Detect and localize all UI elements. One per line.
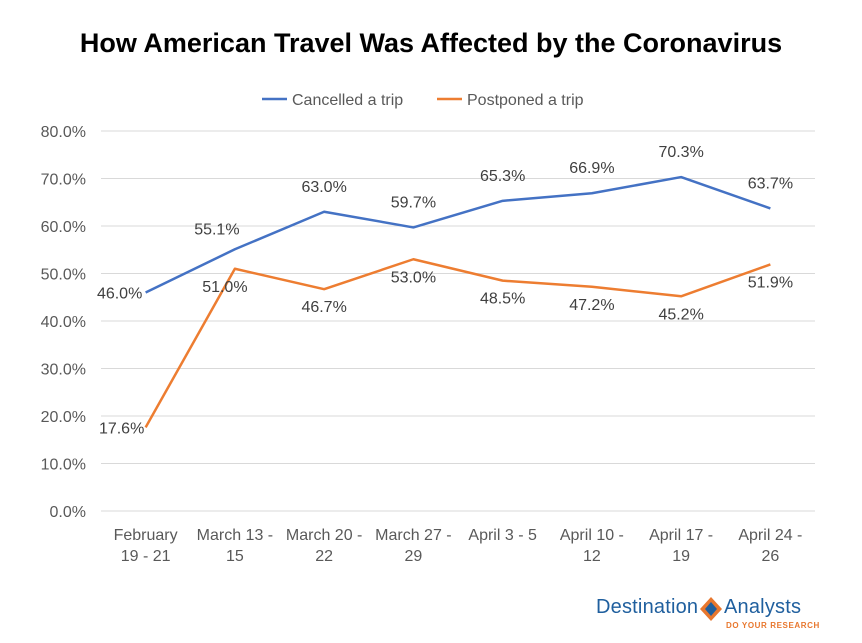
y-tick-label: 80.0% <box>41 124 86 141</box>
y-tick-label: 10.0% <box>41 457 86 474</box>
y-tick-label: 20.0% <box>41 409 86 426</box>
x-tick-label: March 20 - 22 <box>286 527 362 565</box>
x-tick-label-line: April 3 - 5 <box>468 527 537 544</box>
data-label: 51.0% <box>202 279 247 296</box>
y-tick-label: 0.0% <box>50 504 86 521</box>
y-tick-label: 60.0% <box>41 219 86 236</box>
data-label: 45.2% <box>658 306 703 323</box>
data-label: 70.3% <box>658 144 703 161</box>
x-tick-label-line: February <box>114 527 178 544</box>
x-tick-label-line: 12 <box>583 548 601 565</box>
data-label: 63.0% <box>301 179 346 196</box>
x-tick-label: February 19 - 21 <box>114 527 178 565</box>
x-tick-label: April 3 - 5 <box>468 527 537 544</box>
data-label: 55.1% <box>194 221 239 238</box>
data-label: 17.6% <box>99 420 144 437</box>
data-label: 66.9% <box>569 160 614 177</box>
x-tick-label-line: 19 <box>672 548 690 565</box>
logo-tagline: DO YOUR RESEARCH <box>726 621 820 630</box>
x-tick-label-line: 22 <box>315 548 333 565</box>
data-label: 46.7% <box>301 299 346 316</box>
x-tick-label-line: 29 <box>404 548 422 565</box>
data-label: 63.7% <box>748 175 793 192</box>
gridlines <box>101 130 815 512</box>
y-tick-label: 30.0% <box>41 362 86 379</box>
data-label: 46.0% <box>97 286 142 303</box>
x-tick-label-line: 19 - 21 <box>121 548 171 565</box>
x-tick-label-line: 15 <box>226 548 244 565</box>
legend-label: Cancelled a trip <box>292 92 403 109</box>
legend-label: Postponed a trip <box>467 92 584 109</box>
y-tick-label: 40.0% <box>41 314 86 331</box>
data-label: 48.5% <box>480 291 525 308</box>
data-label: 53.0% <box>391 269 436 286</box>
x-tick-label-line: April 24 - <box>738 527 802 544</box>
chart-title: How American Travel Was Affected by the … <box>79 28 783 58</box>
y-tick-label: 50.0% <box>41 267 86 284</box>
x-tick-label: March 27 - 29 <box>375 527 451 565</box>
series-lines <box>144 175 771 429</box>
y-tick-label: 70.0% <box>41 172 86 189</box>
data-label: 65.3% <box>480 168 525 185</box>
data-labels: 46.0% 55.1% 63.0% 59.7% 65.3% 66.9% 70.3% 63.7%… <box>97 144 793 437</box>
x-tick-label-line: March 13 - <box>197 527 273 544</box>
data-label: 47.2% <box>569 297 614 314</box>
series-line-1 <box>144 258 771 429</box>
data-label: 51.9% <box>748 274 793 291</box>
x-tick-label-line: April 17 - <box>649 527 713 544</box>
x-tick-label: April 24 - 26 <box>738 527 802 565</box>
destination-analysts-logo: Destination Analysts DO YOUR RESEARCH <box>596 596 826 636</box>
data-label: 59.7% <box>391 194 436 211</box>
y-axis-ticks: 0.0% 10.0% 20.0% 30.0% 40.0% 50.0% 60.0% 70.0% 8… <box>41 124 86 521</box>
x-tick-label-line: March 20 - <box>286 527 362 544</box>
x-tick-label-line: April 10 - <box>560 527 624 544</box>
x-tick-label: April 10 - 12 <box>560 527 624 565</box>
logo-diamond-icon <box>700 597 722 621</box>
logo-text-analysts: Analysts <box>724 596 802 618</box>
x-tick-label-line: March 27 - <box>375 527 451 544</box>
logo-text-destination: Destination <box>596 596 699 618</box>
x-tick-label: March 13 - 15 <box>197 527 273 565</box>
legend: Cancelled a trip Postponed a trip <box>262 92 584 109</box>
x-tick-label-line: 26 <box>761 548 779 565</box>
series-line-0 <box>145 175 771 294</box>
x-tick-label: April 17 - 19 <box>649 527 713 565</box>
